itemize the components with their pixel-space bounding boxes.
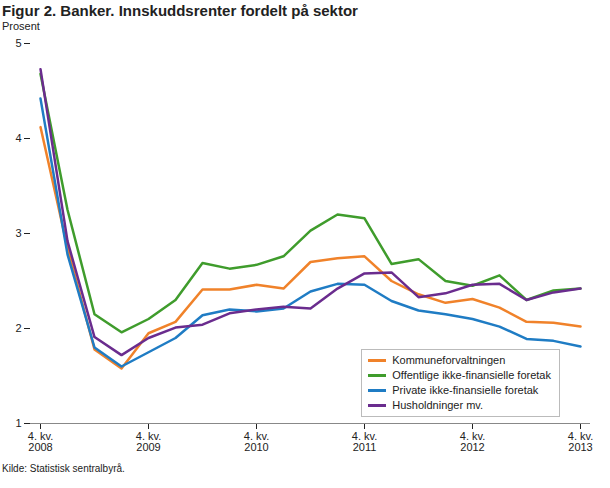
html-text:Husholdninger mv.: Husholdninger mv. xyxy=(392,399,484,411)
html-text:Kommuneforvaltningen: Kommuneforvaltningen xyxy=(392,354,506,366)
html-text:Private ikke-finansielle foret: Private ikke-finansielle foretak xyxy=(392,384,539,396)
svg-text:4: 4 xyxy=(15,132,21,144)
svg-text:4. kv.2009: 4. kv.2009 xyxy=(136,430,161,453)
svg-text:4. kv.2011: 4. kv.2011 xyxy=(352,430,377,453)
svg-text:3: 3 xyxy=(15,227,21,239)
svg-text:1: 1 xyxy=(15,417,21,429)
html-text:Offentlige ikke-finansielle fo: Offentlige ikke-finansielle foretak xyxy=(392,369,551,381)
svg-text:4. kv.2013: 4. kv.2013 xyxy=(568,430,593,453)
svg-text:2: 2 xyxy=(15,322,21,334)
svg-text:4. kv.2010: 4. kv.2010 xyxy=(244,430,269,453)
html-text:Prosent: Prosent xyxy=(2,20,40,32)
html-text:Figur 2. Banker. Innskuddsrent: Figur 2. Banker. Innskuddsrenter fordelt… xyxy=(2,2,358,19)
html-text:Kilde: Statistisk sentralbyrå.: Kilde: Statistisk sentralbyrå. xyxy=(2,463,125,474)
svg-text:5: 5 xyxy=(15,37,21,49)
svg-text:4. kv.2012: 4. kv.2012 xyxy=(460,430,485,453)
svg-text:4. kv.2008: 4. kv.2008 xyxy=(28,430,53,453)
